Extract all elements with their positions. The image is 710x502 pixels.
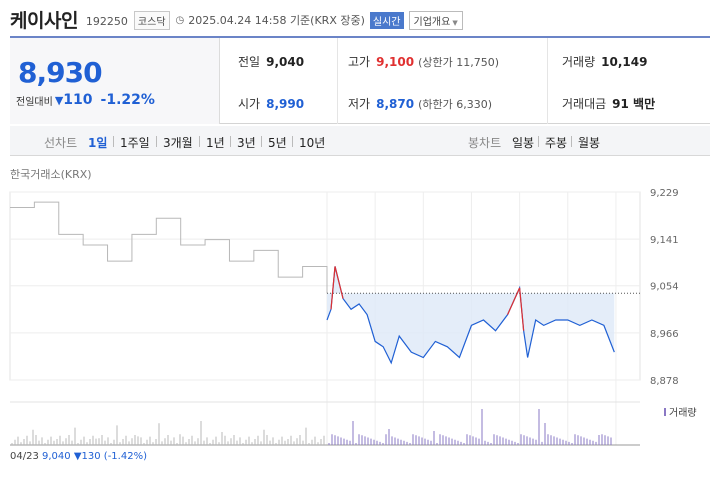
series-segment-up [338, 282, 344, 299]
trade-value-label: 거래대금 [562, 97, 607, 111]
y-tick-label: 9,054 [650, 282, 679, 293]
price-summary: 8,930 전일대비 ▼ 110 -1.22% 전일 9,040 고가 9,100(… [10, 36, 710, 124]
company-info-dropdown[interactable]: 기업개요 ▼ [408, 10, 463, 30]
divider [538, 136, 539, 147]
y-tick-label: 9,229 [650, 188, 679, 199]
company-info-label: 기업개요 [413, 16, 451, 28]
series-line-prev-day [10, 201, 328, 294]
change-row: 전일대비 ▼ 110 -1.22% [16, 92, 155, 108]
low: 저가 8,870 (하한가 6,330) [348, 95, 492, 112]
footer-date: 04/23 [10, 451, 39, 462]
footer-change: ▼130 (-1.42%) [73, 451, 147, 462]
divider [156, 136, 157, 147]
footer-price: 9,040 [42, 451, 71, 462]
stock-code: 192250 [85, 14, 128, 28]
chart-tabs: 선차트 1일 1주일 3개월 1년 3년 5년 10년 봉차트 일봉 주봉 월봉 [10, 126, 710, 156]
divider [230, 136, 231, 147]
stock-header: 케이사인 192250 코스닥 ◷ 2025.04.24 14:58 기준(KR… [10, 6, 700, 32]
divider [337, 38, 338, 124]
high-label: 고가 [348, 55, 371, 69]
trade-value-value: 91 백만 [612, 97, 656, 111]
realtime-badge[interactable]: 실시간 [369, 11, 404, 29]
intraday-chart: 9,2299,1419,0548,9668,87804/2410:0011:00… [9, 188, 697, 446]
tab-weekly[interactable]: 주봉 [545, 136, 568, 150]
series-area-today [327, 266, 615, 363]
prev-close-label: 전일 [238, 55, 261, 69]
tab-1y[interactable]: 1년 [206, 136, 225, 150]
change-percent: -1.22% [100, 92, 155, 108]
current-price-panel: 8,930 전일대비 ▼ 110 -1.22% [10, 38, 220, 124]
line-chart-label: 선차트 [44, 136, 78, 150]
trade-value: 거래대금 91 백만 [562, 95, 655, 112]
stock-name: 케이사인 [10, 9, 78, 32]
series-segment-up [507, 287, 521, 315]
clock-icon: ◷ [175, 14, 185, 26]
candle-chart-label: 봉차트 [468, 136, 502, 150]
volume: 거래량 10,149 [562, 53, 647, 70]
divider [547, 38, 548, 124]
tab-1d[interactable]: 1일 [88, 136, 108, 150]
volume-label: 거래량 [562, 55, 596, 69]
series-segment-up [330, 266, 336, 310]
series-segment-up [519, 287, 525, 331]
tab-3y[interactable]: 3년 [237, 136, 256, 150]
divider [292, 136, 293, 147]
y-tick-label: 8,966 [650, 329, 679, 340]
chart-source: 한국거래소(KRX) [10, 168, 92, 181]
chevron-down-icon: ▼ [452, 18, 458, 27]
open-label: 시가 [238, 97, 261, 111]
market-badge: 코스닥 [133, 10, 170, 30]
prev-close-value: 9,040 [266, 55, 305, 69]
y-tick-label: 9,141 [650, 235, 679, 246]
tab-monthly[interactable]: 월봉 [578, 136, 601, 150]
timestamp: 2025.04.24 14:58 기준(KRX 장중) [188, 14, 365, 27]
change-label: 전일대비 [16, 96, 53, 108]
open: 시가 8,990 [238, 95, 304, 112]
divider [571, 136, 572, 147]
low-label: 저가 [348, 97, 371, 111]
divider [261, 136, 262, 147]
volume-legend-label: 거래량 [669, 407, 697, 419]
tab-1w[interactable]: 1주일 [120, 136, 150, 150]
high: 고가 9,100 (상한가 11,750) [348, 53, 499, 70]
upper-limit: (상한가 11,750) [418, 56, 499, 69]
low-value: 8,870 [376, 97, 415, 111]
open-value: 8,990 [266, 97, 305, 111]
tab-daily[interactable]: 일봉 [512, 136, 535, 150]
divider [199, 136, 200, 147]
y-tick-label: 8,878 [650, 376, 679, 387]
change-amount: 110 [63, 92, 93, 108]
series-line-today [326, 266, 615, 365]
down-triangle-icon: ▼ [54, 93, 64, 107]
lower-limit: (하한가 6,330) [418, 98, 492, 111]
high-value: 9,100 [376, 55, 415, 69]
tab-5y[interactable]: 5년 [268, 136, 287, 150]
volume-value: 10,149 [601, 55, 648, 69]
tab-3m[interactable]: 3개월 [163, 136, 193, 150]
current-price: 8,930 [18, 56, 103, 89]
prev-close: 전일 9,040 [238, 53, 304, 70]
volume-legend-swatch [664, 408, 666, 416]
footer-prev-day: 04/23 9,040 ▼130 (-1.42%) [10, 451, 147, 462]
series-segment-up [334, 266, 340, 283]
tab-10y[interactable]: 10년 [299, 136, 326, 150]
divider [113, 136, 114, 147]
